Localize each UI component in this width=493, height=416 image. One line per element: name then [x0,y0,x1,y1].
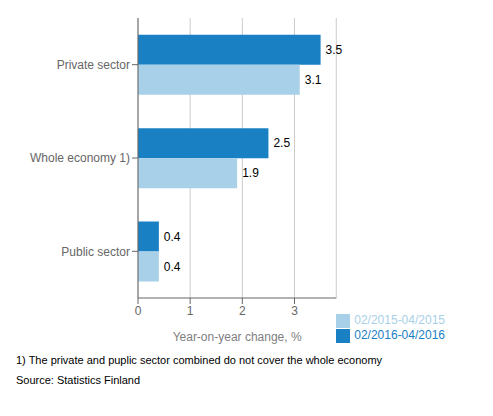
svg-text:3: 3 [291,304,298,318]
svg-text:Year-on-year change, %: Year-on-year change, % [173,330,302,344]
svg-text:Public sector: Public sector [61,245,130,259]
svg-text:1: 1 [187,304,194,318]
html-text:1) The private and puplic sect: 1) The private and puplic sector combine… [16,354,383,366]
svg-text:2: 2 [239,304,246,318]
svg-text:1.9: 1.9 [242,166,259,180]
html-text:02/2016-04/2016: 02/2016-04/2016 [354,328,445,343]
html-text:02/2015-04/2015: 02/2015-04/2015 [354,313,445,328]
svg-text:3.1: 3.1 [305,73,322,87]
svg-text:Whole economy 1): Whole economy 1) [30,151,130,165]
svg-text:2.5: 2.5 [273,136,290,150]
svg-text:0.4: 0.4 [164,260,181,274]
svg-text:0.4: 0.4 [164,230,181,244]
html-text:Source: Statistics Finland: Source: Statistics Finland [16,374,141,386]
svg-text:0: 0 [135,304,142,318]
svg-text:Private sector: Private sector [57,58,130,72]
svg-text:3.5: 3.5 [326,43,343,57]
